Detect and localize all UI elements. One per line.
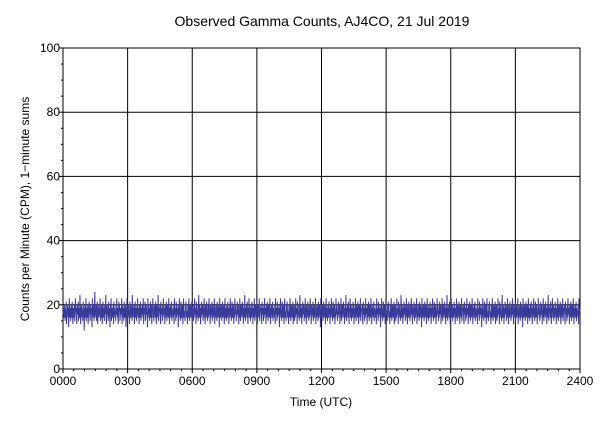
chart-title: Observed Gamma Counts, AJ4CO, 21 Jul 201… — [175, 13, 470, 29]
x-axis-ticks: 0000 0300 0600 0900 1200 1500 1800 2100 2400 — [50, 369, 594, 388]
x-tick-label: 2400 — [567, 374, 594, 388]
y-tick-label: 40 — [47, 234, 61, 248]
y-tick-label: 20 — [47, 298, 61, 312]
y-axis-ticks: 0 20 40 60 80 100 — [40, 41, 63, 376]
cpm-series-line — [62, 291, 581, 331]
y-tick-label: 60 — [47, 169, 61, 183]
x-tick-label: 2100 — [502, 374, 529, 388]
x-tick-label: 0000 — [50, 374, 77, 388]
y-axis-label: Counts per Minute (CPM), 1−minute sums — [18, 97, 32, 321]
x-tick-label: 1200 — [308, 374, 335, 388]
y-tick-label: 0 — [53, 362, 60, 376]
y-tick-label: 80 — [47, 105, 61, 119]
x-tick-label: 0600 — [179, 374, 206, 388]
x-tick-label: 0900 — [244, 374, 271, 388]
grid-lines — [63, 48, 580, 369]
x-tick-label: 1500 — [373, 374, 400, 388]
x-tick-label: 0300 — [114, 374, 141, 388]
x-axis-label: Time (UTC) — [290, 395, 352, 409]
x-tick-label: 1800 — [437, 374, 464, 388]
y-tick-label: 100 — [40, 41, 60, 55]
